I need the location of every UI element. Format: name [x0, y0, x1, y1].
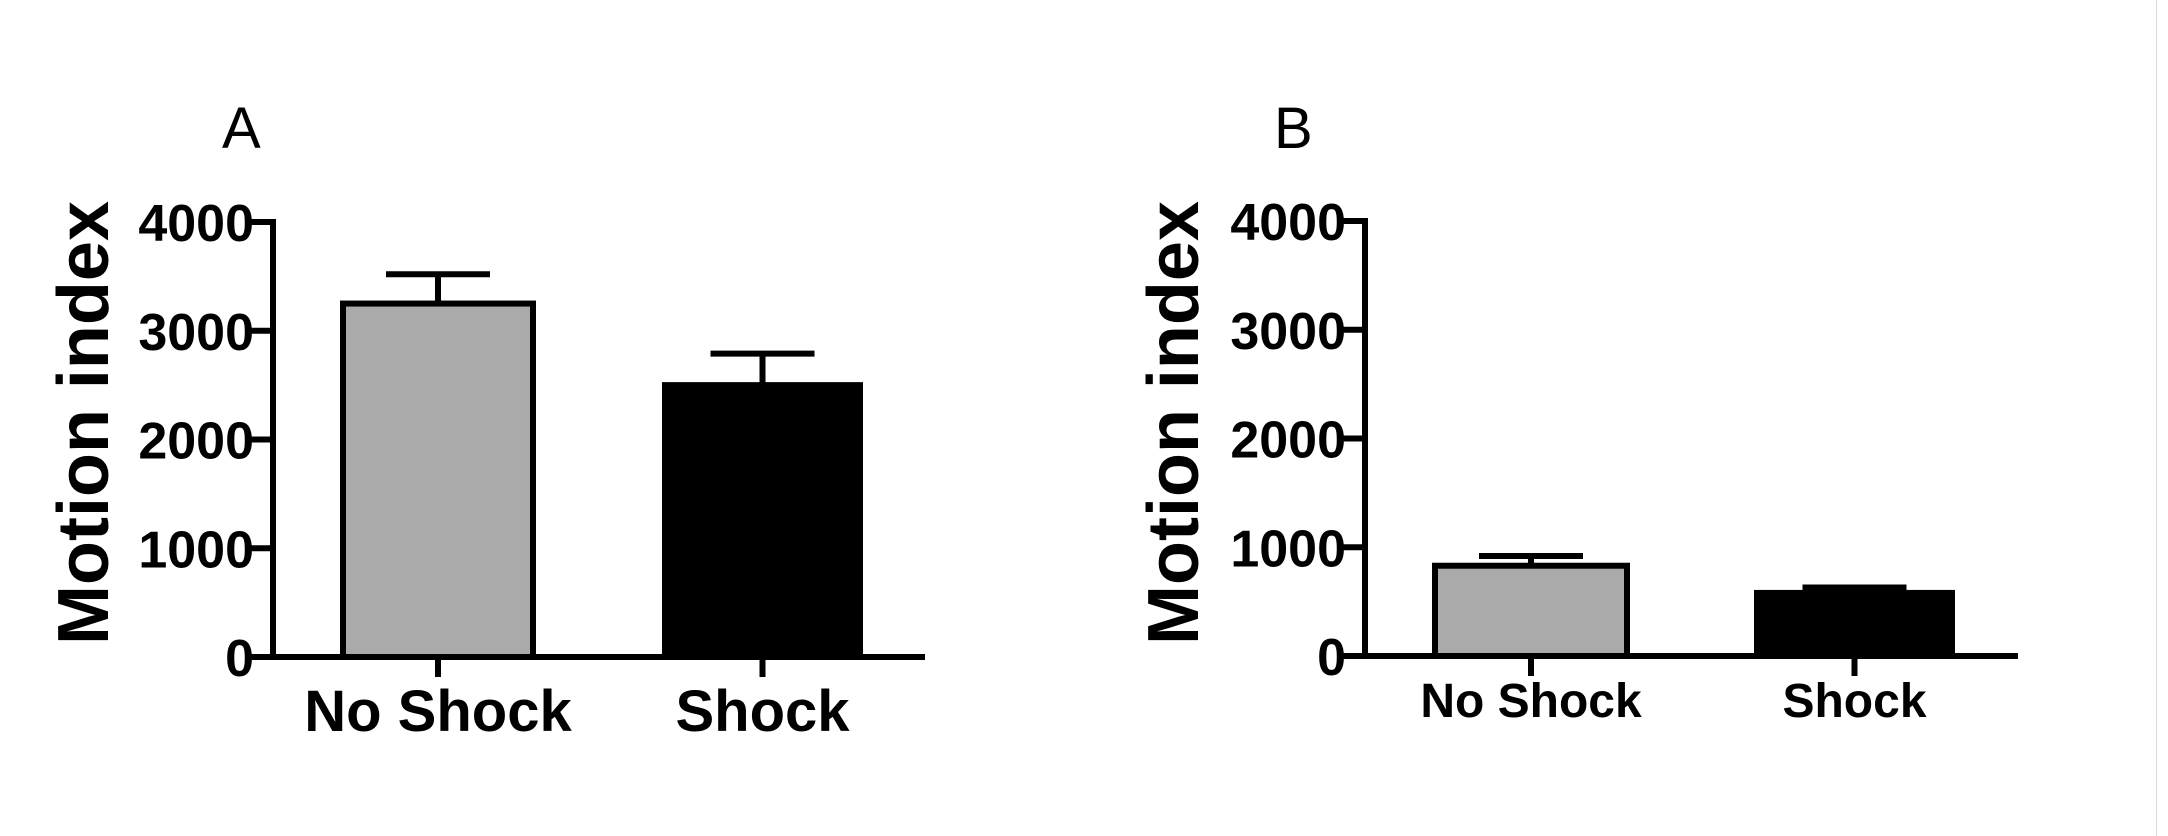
panel-b-category-label-shock: Shock [1782, 675, 1926, 728]
panel-a-bar-no-shock [340, 300, 536, 660]
panel-b-bar-shock [1754, 589, 1955, 659]
panel-b-y-tick-label: 4000 [1230, 194, 1346, 252]
panel-b: B Motion index 0 1000 2000 3000 4000 No Shock… [1134, 96, 2018, 728]
panel-a-y-tick-label: 2000 [138, 413, 254, 471]
panel-b-y-tick-label: 2000 [1230, 412, 1346, 470]
panel-b-label: B [1274, 96, 1313, 161]
panel-b-bar-no-shock [1432, 562, 1630, 659]
panel-b-y-tick-label: 3000 [1230, 303, 1346, 361]
panel-a-y-tick-label: 4000 [138, 195, 254, 253]
image-right-border [2156, 0, 2157, 836]
panel-a-y-tick-label: 0 [225, 630, 254, 688]
panel-b-y-tick-label: 1000 [1230, 520, 1346, 578]
panel-a-label: A [222, 96, 261, 161]
panel-a-category-label-no-shock: No Shock [304, 679, 572, 744]
panel-b-y-tick-label: 0 [1317, 629, 1346, 687]
panel-a: A Motion index 0 1000 2000 3000 4000 No Shock… [44, 96, 925, 744]
panel-b-y-axis-title: Motion index [1134, 201, 1214, 645]
panel-b-category-label-no-shock: No Shock [1420, 675, 1642, 728]
panel-a-y-tick-label: 1000 [138, 521, 254, 579]
panel-a-y-tick-label: 3000 [138, 304, 254, 362]
panel-a-y-axis-title: Motion index [44, 201, 124, 645]
panel-a-bar-shock [662, 382, 863, 660]
panel-a-category-label-shock: Shock [675, 679, 850, 744]
